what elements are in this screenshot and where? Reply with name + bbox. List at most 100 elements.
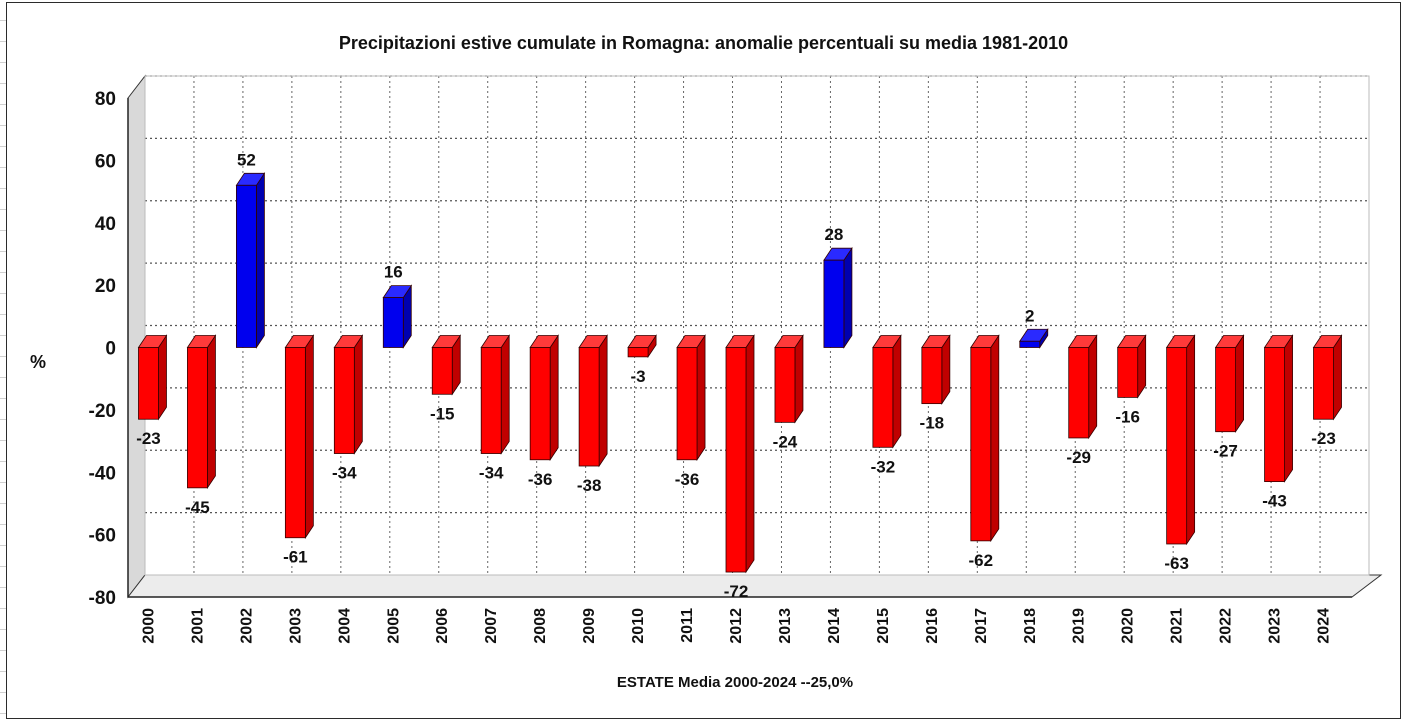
bar-2004 <box>333 347 355 454</box>
y-tick-label: 40 <box>95 214 116 235</box>
data-label-2019: -29 <box>1066 448 1091 467</box>
bar-side <box>353 334 363 455</box>
data-label-2005: 16 <box>384 263 403 282</box>
bar-2003 <box>284 347 306 539</box>
data-label-2024: -23 <box>1311 429 1336 448</box>
bar-2020 <box>1117 347 1139 398</box>
x-tick-label-2008: 2008 <box>532 608 549 644</box>
bar-side <box>304 334 314 540</box>
bar-2007 <box>480 347 502 454</box>
bar-2008 <box>529 347 551 461</box>
data-label-2012: -72 <box>724 582 749 601</box>
bar-side <box>598 334 608 468</box>
data-label-2004: -34 <box>332 464 357 483</box>
bar-2009 <box>578 347 600 467</box>
data-label-2016: -18 <box>920 414 945 433</box>
bar-side <box>1186 334 1196 546</box>
bar-side <box>843 246 853 349</box>
bar-2016 <box>921 347 943 405</box>
x-tick-label-2015: 2015 <box>875 608 892 644</box>
x-tick-label-2023: 2023 <box>1267 608 1284 644</box>
bar-side <box>794 334 804 424</box>
data-label-2017: -62 <box>969 551 994 570</box>
y-tick-label: -60 <box>89 526 116 547</box>
x-tick-label-2000: 2000 <box>140 608 157 644</box>
data-label-2015: -32 <box>871 457 896 476</box>
x-tick-label-2016: 2016 <box>924 608 941 644</box>
x-tick-label-2020: 2020 <box>1120 608 1137 644</box>
x-tick-label-2012: 2012 <box>728 608 745 644</box>
data-label-2022: -27 <box>1213 442 1238 461</box>
x-tick-label-2004: 2004 <box>336 608 353 644</box>
bar-side <box>892 334 902 449</box>
chart-title: Precipitazioni estive cumulate in Romagn… <box>338 33 1069 53</box>
y-tick-label: 0 <box>105 339 116 360</box>
x-tick-label-2013: 2013 <box>777 608 794 644</box>
data-label-2008: -36 <box>528 470 553 489</box>
bar-2023 <box>1264 347 1285 483</box>
back-wall-outline <box>144 75 1370 576</box>
x-axis-label: ESTATE Media 2000-2024 --25,0% <box>616 674 854 691</box>
spreadsheet-gridlines <box>0 0 6 723</box>
side-wall <box>127 74 146 599</box>
x-tick-label-2007: 2007 <box>483 608 500 644</box>
data-label-2002: 52 <box>237 150 256 169</box>
y-tick-label: -40 <box>89 463 116 484</box>
bar-side <box>990 334 1000 543</box>
x-tick-label-2017: 2017 <box>973 608 990 644</box>
bar-side <box>500 334 510 455</box>
data-label-2011: -36 <box>675 470 700 489</box>
data-label-2013: -24 <box>773 432 798 451</box>
x-tick-label-2021: 2021 <box>1169 608 1186 644</box>
bar-2013 <box>774 347 796 423</box>
bar-2024 <box>1313 347 1334 420</box>
data-label-2021: -63 <box>1164 554 1189 573</box>
data-label-2014: 28 <box>824 225 843 244</box>
data-label-2001: -45 <box>185 498 210 517</box>
bar-2022 <box>1215 347 1236 433</box>
x-tick-label-2010: 2010 <box>630 608 647 644</box>
bar-side <box>745 334 755 574</box>
bar-2017 <box>970 347 992 542</box>
data-label-2009: -38 <box>577 476 602 495</box>
data-label-2000: -23 <box>136 429 161 448</box>
x-tick-label-2022: 2022 <box>1218 608 1235 644</box>
x-tick-label-2019: 2019 <box>1071 608 1088 644</box>
data-label-2020: -16 <box>1115 407 1140 426</box>
bar-side <box>1284 334 1293 483</box>
bar-side <box>158 334 167 421</box>
data-label-2007: -34 <box>479 464 504 483</box>
floor <box>126 574 1383 598</box>
y-tick-label: 80 <box>95 89 116 110</box>
bar-2019 <box>1068 347 1090 439</box>
bar-side <box>1235 334 1244 434</box>
data-label-2003: -61 <box>283 548 308 567</box>
y-tick-label: -80 <box>89 588 116 609</box>
bar-2010 <box>627 347 649 358</box>
bar-2005 <box>382 297 404 348</box>
bar-side <box>696 334 706 462</box>
bar-side <box>549 334 559 462</box>
bar-side <box>1088 334 1098 440</box>
x-tick-label-2024: 2024 <box>1316 608 1333 644</box>
bar-side <box>255 172 265 349</box>
x-tick-label-2018: 2018 <box>1022 608 1039 644</box>
data-label-2010: -3 <box>631 367 646 386</box>
data-label-2023: -43 <box>1262 492 1287 511</box>
bar-side <box>1333 334 1342 421</box>
x-tick-label-2014: 2014 <box>826 608 843 644</box>
bar-2011 <box>676 347 698 461</box>
x-tick-label-2002: 2002 <box>238 608 255 644</box>
y-tick-label: 60 <box>95 151 116 172</box>
data-label-2018: 2 <box>1025 306 1034 325</box>
y-tick-label: 20 <box>95 276 116 297</box>
bar-2006 <box>431 347 453 395</box>
y-tick-label: -20 <box>89 401 116 422</box>
x-tick-label-2006: 2006 <box>434 608 451 644</box>
x-tick-label-2001: 2001 <box>189 608 206 644</box>
x-tick-label-2009: 2009 <box>581 608 598 644</box>
x-tick-label-2005: 2005 <box>385 608 402 644</box>
bar-2015 <box>872 347 894 448</box>
data-label-2006: -15 <box>430 404 455 423</box>
